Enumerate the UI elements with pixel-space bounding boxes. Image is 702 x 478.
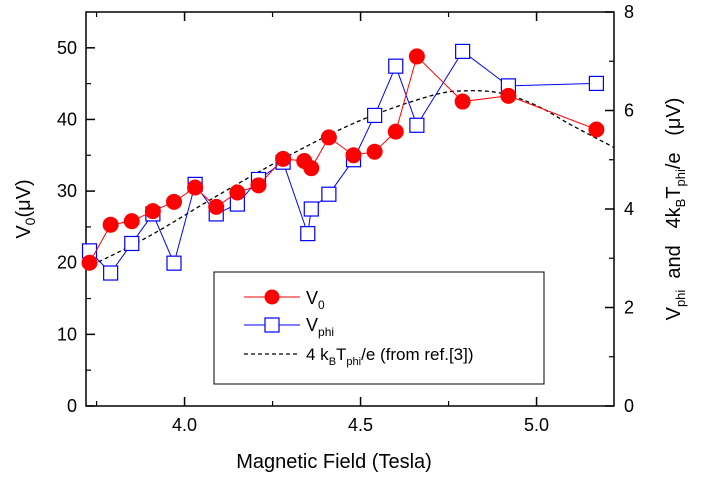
v0-data-point xyxy=(102,216,119,233)
v0-series-layer xyxy=(81,48,605,271)
v0-data-point xyxy=(187,179,204,196)
y-right-tick-label: 6 xyxy=(624,101,634,121)
legend-entry-vphi: Vphi xyxy=(244,315,334,339)
y-right-tick-label: 2 xyxy=(624,298,634,318)
v0-data-point xyxy=(303,160,320,177)
v0-data-point xyxy=(588,121,605,138)
y-axis-right-label: Vphi and 4kBTphi/e (μV) xyxy=(663,98,688,321)
y-left-tick-label: 30 xyxy=(57,181,77,201)
v0-data-point xyxy=(500,87,517,104)
v0-data-point xyxy=(275,150,292,167)
y-axis-left-label: V0(μV) xyxy=(13,179,38,238)
vphi-data-point xyxy=(166,255,182,271)
vphi-data-point xyxy=(455,43,471,60)
y-right-tick-label: 8 xyxy=(624,2,634,22)
v0-data-point xyxy=(345,147,362,164)
v0-data-point xyxy=(320,129,337,146)
y-left-tick-label: 10 xyxy=(57,324,77,344)
v0-data-point xyxy=(123,213,140,230)
legend-vphi-marker xyxy=(264,317,280,333)
v0-data-point xyxy=(366,143,383,160)
v0-data-point xyxy=(81,254,98,271)
legend: V0 Vphi 4 kBTphi/e (from ref.[3]) xyxy=(213,271,545,385)
legend-fit-label: 4 kBTphi/e (from ref.[3]) xyxy=(306,345,474,368)
vphi-series-line xyxy=(89,50,597,274)
v0-data-point xyxy=(166,193,182,210)
vphi-data-point xyxy=(300,226,316,242)
v0-data-point xyxy=(387,123,404,140)
y-right-tick-label: 0 xyxy=(624,396,634,416)
vphi-series-layer xyxy=(81,43,605,281)
x-axis-label: Magnetic Field (Tesla) xyxy=(236,451,432,473)
x-tick-label: 4.5 xyxy=(348,415,373,435)
legend-v0-marker xyxy=(264,289,280,305)
legend-v0-label: V0 xyxy=(306,288,325,312)
vphi-data-point xyxy=(321,186,337,202)
v0-data-point xyxy=(229,184,246,201)
legend-entry-v0: V0 xyxy=(244,288,325,312)
vphi-data-point xyxy=(388,58,404,74)
y-left-tick-label: 20 xyxy=(57,253,77,273)
y-right-tick-label: 4 xyxy=(624,199,634,219)
vphi-data-point xyxy=(409,117,425,133)
v0-data-point xyxy=(454,93,471,110)
legend-vphi-label: Vphi xyxy=(306,315,334,339)
fit-curve-layer xyxy=(85,90,615,269)
vphi-data-point xyxy=(588,75,605,92)
x-tick-label: 4.0 xyxy=(172,415,197,435)
v0-data-point xyxy=(208,198,225,215)
y-left-tick-label: 0 xyxy=(67,396,77,416)
vphi-data-point xyxy=(124,235,140,252)
v0-data-point xyxy=(408,48,425,65)
y-left-tick-label: 40 xyxy=(57,109,77,129)
vphi-data-point xyxy=(303,201,319,217)
legend-box xyxy=(213,271,545,385)
y-left-tick-label: 50 xyxy=(57,38,77,58)
v0-data-point xyxy=(250,177,267,194)
vphi-data-point xyxy=(367,107,383,124)
v0-series-line xyxy=(89,55,597,263)
vphi-data-point xyxy=(103,265,119,281)
x-tick-label: 5.0 xyxy=(524,415,549,435)
v0-data-point xyxy=(144,203,161,220)
legend-entry-fit: 4 kBTphi/e (from ref.[3]) xyxy=(244,345,474,368)
fit-curve-line xyxy=(85,90,615,269)
